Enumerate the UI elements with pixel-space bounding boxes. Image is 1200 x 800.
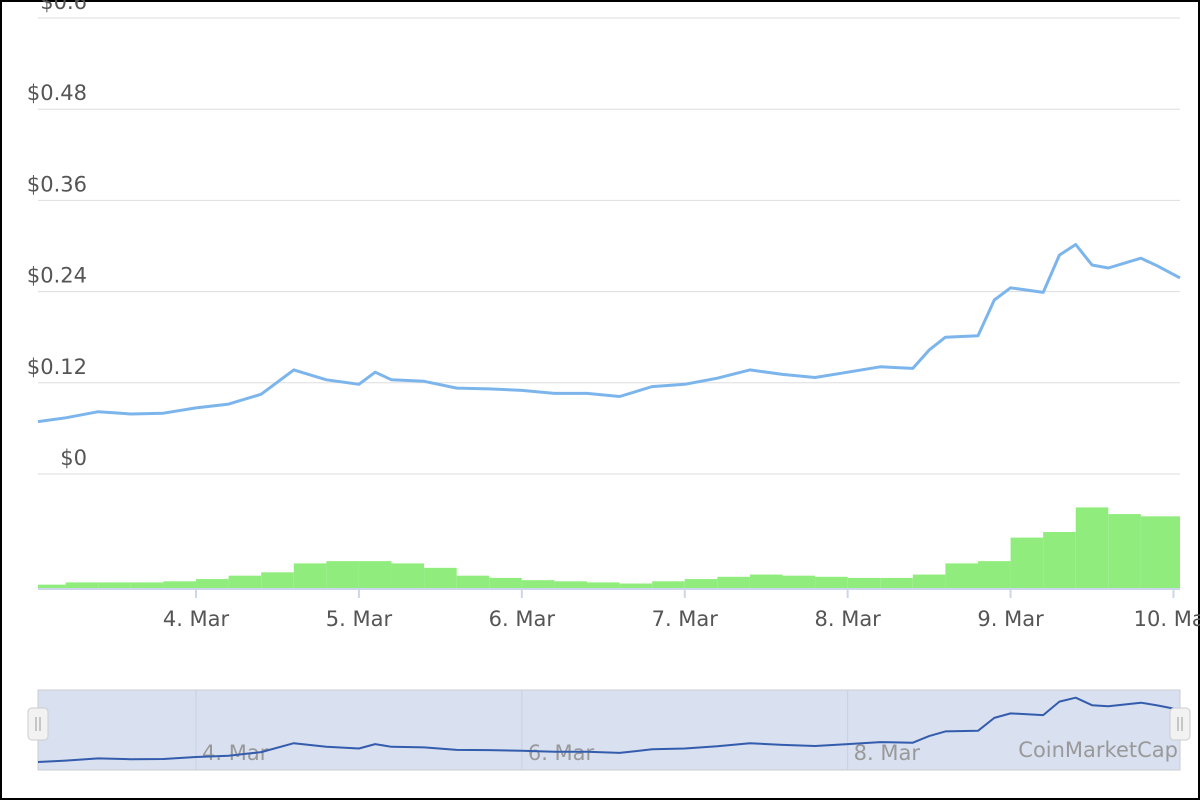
volume-bar: [261, 572, 294, 588]
volume-bar: [782, 575, 816, 588]
y-tick-label: $0.36: [27, 172, 87, 196]
volume-bar: [489, 577, 522, 588]
volume-bar: [456, 575, 490, 588]
volume-bar: [1043, 532, 1076, 588]
volume-bar: [424, 567, 457, 588]
volume-bar: [912, 574, 946, 588]
volume-bar: [554, 581, 588, 588]
volume-bar: [815, 576, 848, 588]
volume-bar: [619, 583, 653, 588]
y-tick-label: $0.48: [27, 81, 87, 105]
volume-bar: [1140, 516, 1180, 588]
volume-bar: [977, 561, 1011, 588]
volume-bar: [1075, 507, 1109, 588]
volume-bar: [326, 561, 359, 588]
watermark: CoinMarketCap: [1018, 738, 1178, 762]
x-tick-label: 4. Mar: [163, 607, 230, 631]
volume-bar: [587, 582, 620, 588]
volume-bar: [391, 563, 425, 588]
volume-bar: [358, 561, 392, 588]
volume-bar: [749, 574, 783, 588]
volume-bar: [945, 563, 978, 588]
volume-bar: [163, 581, 197, 588]
x-tick-label: 5. Mar: [326, 607, 393, 631]
volume-bar: [717, 576, 750, 588]
navigator-line: [37, 696, 1181, 763]
volume-bar: [293, 563, 327, 588]
volume-bar: [65, 582, 99, 588]
volume-bar: [880, 577, 913, 588]
y-tick-label: $0.12: [27, 355, 87, 379]
volume-bar: [228, 575, 262, 588]
handle-body: [1169, 707, 1191, 741]
price-line: [37, 243, 1181, 424]
y-tick-label: $0.6: [40, 0, 87, 14]
x-tick-label: 8. Mar: [814, 607, 881, 631]
y-tick-label: $0: [60, 446, 87, 470]
y-tick-label: $0.24: [27, 264, 87, 288]
volume-bar: [38, 584, 66, 588]
volume-bar: [196, 579, 229, 588]
volume-bar: [652, 581, 685, 588]
volume-bar: [521, 580, 555, 588]
x-tick-label: 6. Mar: [489, 607, 556, 631]
x-tick-label: 7. Mar: [652, 607, 719, 631]
volume-bar: [1108, 514, 1141, 588]
volume-bar: [98, 582, 131, 588]
navigator-tick-label: 8. Mar: [854, 741, 921, 765]
volume-bar: [684, 579, 718, 588]
handle-body: [27, 707, 49, 741]
volume-bar: [1010, 537, 1044, 588]
navigator-handle[interactable]: [27, 707, 49, 741]
x-tick-label: 10. Mar: [1134, 607, 1200, 631]
x-tick-label: 9. Mar: [977, 607, 1044, 631]
volume-bar: [130, 582, 164, 588]
navigator-handle[interactable]: [1169, 707, 1191, 741]
navigator-tick-label: 6. Mar: [528, 741, 595, 765]
volume-bar: [847, 577, 881, 588]
